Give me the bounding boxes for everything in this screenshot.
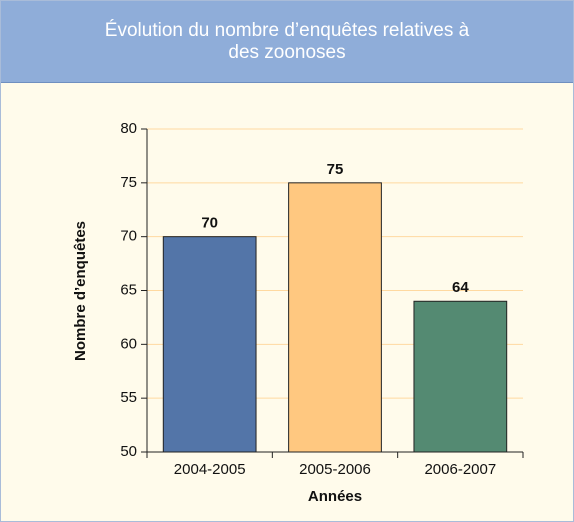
- y-tick-label: 55: [120, 389, 137, 406]
- header: Évolution du nombre d’enquêtes relatives…: [1, 1, 573, 83]
- x-tick-label: 2006-2007: [424, 461, 496, 478]
- value-label: 75: [327, 161, 344, 178]
- bar: [288, 182, 382, 453]
- y-tick-label: 50: [120, 443, 137, 460]
- y-tick-label: 65: [120, 281, 137, 298]
- chart-title: Évolution du nombre d’enquêtes relatives…: [104, 19, 470, 63]
- y-axis-label: Nombre d’enquêtes: [72, 221, 89, 361]
- y-tick-label: 80: [120, 120, 137, 137]
- value-label: 70: [201, 215, 218, 232]
- value-label: 64: [452, 279, 469, 296]
- x-tick-label: 2004-2005: [174, 461, 246, 478]
- x-axis-label: Années: [308, 488, 362, 505]
- y-tick-label: 70: [120, 228, 137, 245]
- y-tick-label: 60: [120, 335, 137, 352]
- x-tick-label: 2005-2006: [299, 461, 371, 478]
- y-tick-label: 75: [120, 174, 137, 191]
- bar: [413, 300, 508, 453]
- bar: [162, 236, 257, 453]
